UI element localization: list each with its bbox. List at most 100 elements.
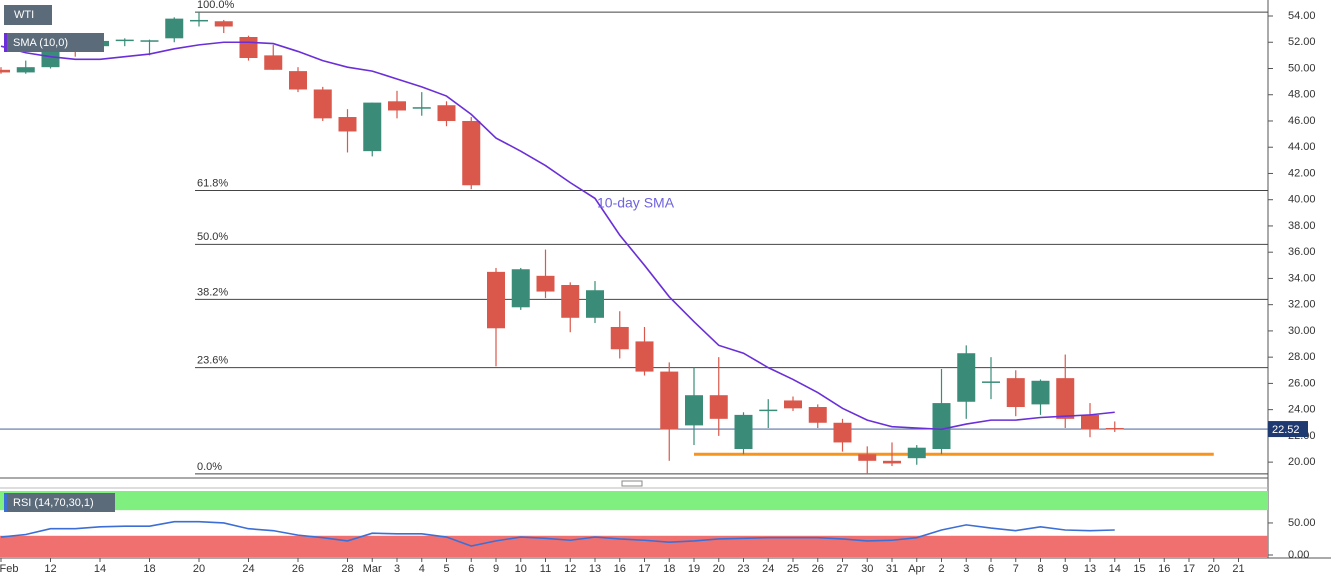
- rsi-legend-box: [4, 493, 115, 512]
- candle-body: [140, 40, 159, 42]
- panel-grip[interactable]: [621, 480, 643, 487]
- candle-body: [586, 290, 604, 318]
- candle-body: [759, 409, 778, 412]
- fib-label: 61.8%: [197, 177, 228, 189]
- x-tick-label: 6: [468, 563, 474, 575]
- candle-body: [338, 117, 357, 132]
- candle-body: [685, 395, 703, 426]
- candle-body: [784, 400, 802, 409]
- x-tick-label: 14: [94, 563, 106, 575]
- x-tick-label: 31: [886, 563, 898, 575]
- candle-body: [808, 407, 827, 423]
- x-tick-label: 17: [638, 563, 650, 575]
- candle-body: [709, 395, 728, 419]
- y-tick-label: 54.00: [1288, 10, 1316, 22]
- x-tick-label: 18: [663, 563, 675, 575]
- x-tick-label: 9: [1062, 563, 1068, 575]
- rsi-line: [0, 520, 1115, 547]
- x-tick-label: 11: [540, 563, 551, 575]
- last-price-label: 22.52: [1272, 424, 1300, 436]
- rsi-oversold-band: [0, 535, 1268, 557]
- y-tick-label: 36.00: [1288, 246, 1316, 258]
- fib-label: 0.0%: [197, 461, 222, 473]
- x-tick-label: 27: [836, 563, 848, 575]
- fib-label: 38.2%: [197, 286, 228, 298]
- candle-body: [1056, 378, 1075, 419]
- x-tick-label: Mar: [363, 563, 382, 575]
- y-tick-label: 46.00: [1288, 115, 1316, 127]
- x-tick-label: 16: [614, 563, 626, 575]
- candle-body: [388, 101, 406, 111]
- y-tick-label: 40.00: [1288, 194, 1316, 206]
- x-tick-label: 20: [713, 563, 725, 575]
- candle-body: [561, 284, 580, 318]
- candle-body: [833, 422, 852, 443]
- candle-body: [635, 341, 654, 372]
- sma-legend-swatch: [4, 33, 7, 52]
- rsi-legend-swatch: [4, 493, 7, 512]
- x-tick-label: 24: [762, 563, 774, 575]
- candle-body: [1105, 428, 1124, 430]
- candle-body: [214, 21, 233, 27]
- y-tick-label: 32.00: [1288, 299, 1316, 311]
- x-tick-label: 15: [1133, 563, 1145, 575]
- y-tick-label: 38.00: [1288, 220, 1316, 232]
- x-tick-label: 24: [242, 563, 254, 575]
- x-tick-label: 26: [292, 563, 304, 575]
- candle-body: [239, 37, 258, 58]
- candle-body: [734, 414, 753, 450]
- x-tick-label: 4: [419, 563, 425, 575]
- x-tick-label: 23: [737, 563, 749, 575]
- candle-body: [437, 105, 456, 121]
- y-tick-label: 24.00: [1288, 404, 1316, 416]
- y-tick-label: 26.00: [1288, 377, 1316, 389]
- candle-body: [883, 460, 901, 464]
- candle-body: [858, 454, 877, 461]
- x-tick-label: 28: [341, 563, 353, 575]
- candle-body: [932, 403, 951, 450]
- y-tick-label: 48.00: [1288, 89, 1316, 101]
- candle-body: [660, 371, 679, 430]
- fib-label: 23.6%: [197, 355, 228, 367]
- x-tick-label: Apr: [908, 563, 925, 575]
- last-price-box: [1268, 421, 1308, 438]
- candle-body: [1081, 414, 1099, 430]
- x-tick-label: 5: [443, 563, 449, 575]
- candle-body: [165, 18, 184, 39]
- candle-body: [536, 275, 555, 292]
- x-tick-label: 13: [1084, 563, 1096, 575]
- fib-label: 100.0%: [197, 0, 235, 11]
- candle-body: [511, 269, 530, 308]
- x-tick-label: 20: [193, 563, 205, 575]
- x-tick-label: 16: [1158, 563, 1170, 575]
- candle-body: [1031, 380, 1050, 405]
- candle-body: [115, 39, 134, 42]
- candle-body: [289, 71, 307, 90]
- title-box: [4, 5, 52, 25]
- x-tick-label: 14: [1109, 563, 1121, 575]
- x-tick-label: 18: [143, 563, 155, 575]
- x-tick-label: 30: [861, 563, 873, 575]
- x-tick-label: 20: [1208, 563, 1220, 575]
- candle-body: [462, 120, 481, 186]
- candle-body: [1006, 378, 1025, 408]
- chart-title: WTI: [14, 9, 34, 21]
- x-tick-label: 21: [1232, 563, 1244, 575]
- x-tick-label: 12: [44, 563, 56, 575]
- sma-legend: SMA (10,0): [13, 37, 68, 49]
- rsi-tick-label: 0.00: [1288, 549, 1309, 561]
- x-tick-label: 25: [787, 563, 799, 575]
- candle-body: [907, 447, 926, 459]
- candle-body: [982, 381, 1000, 383]
- candle-body: [313, 89, 332, 119]
- candle-body: [363, 102, 382, 152]
- x-tick-label: 19: [688, 563, 700, 575]
- x-tick-label: 17: [1183, 563, 1195, 575]
- rsi-legend: RSI (14,70,30,1): [13, 497, 94, 509]
- sma-line: [0, 41, 1115, 431]
- plot-layer: 54.0052.0050.0048.0046.0044.0042.0040.00…: [0, 0, 1316, 575]
- fib-label: 50.0%: [197, 231, 228, 243]
- x-tick-label: 3: [963, 563, 969, 575]
- x-tick-label: 12: [564, 563, 576, 575]
- x-tick-label: 10: [515, 563, 527, 575]
